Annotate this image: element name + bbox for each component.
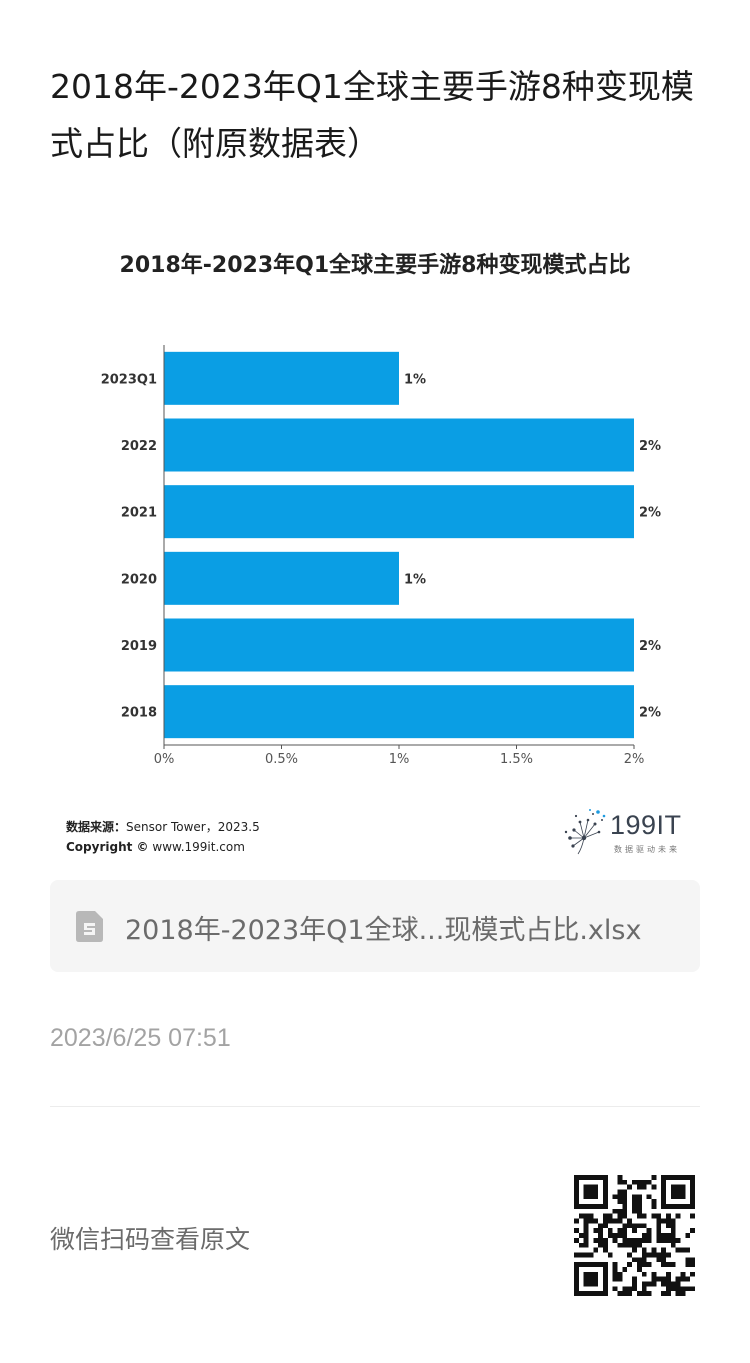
y-tick-label: 2020: [121, 572, 157, 587]
y-tick-label: 2022: [121, 439, 157, 454]
spreadsheet-file-icon: [76, 911, 103, 942]
source-label: 数据来源：: [66, 820, 127, 834]
bar-2021: [164, 485, 634, 539]
y-tick-label: 2021: [121, 506, 157, 521]
x-tick-label: 1%: [389, 752, 410, 767]
data-label: 2%: [639, 506, 661, 521]
data-label: 2%: [639, 639, 661, 654]
chart-title: 2018年-2023年Q1全球主要手游8种变现模式占比: [119, 253, 631, 278]
attachment-file-name[interactable]: 2018年-2023年Q1全球...现模式占比.xlsx: [125, 915, 642, 946]
qr-code-icon[interactable]: [574, 1175, 695, 1296]
bar-2018: [164, 685, 634, 739]
data-label: 1%: [404, 572, 426, 587]
y-tick-label: 2023Q1: [101, 372, 157, 387]
x-tick-label: 0%: [154, 752, 175, 767]
attachment-card[interactable]: 2018年-2023年Q1全球...现模式占比.xlsx: [50, 880, 700, 972]
chart-card: 2018年-2023年Q1全球主要手游8种变现模式占比 2023Q1 1% 2022…: [50, 225, 700, 865]
x-tick-label: 0.5%: [265, 752, 298, 767]
brand-name: 199IT: [610, 810, 682, 840]
data-label: 1%: [404, 372, 426, 387]
y-tick-label: 2019: [121, 639, 157, 654]
brand-tagline: 数据驱动未来: [614, 845, 680, 854]
chart-source: 数据来源：Sensor Tower，2023.5 Copyright © www…: [66, 817, 260, 857]
bar-chart: 2023Q1 1% 2022 2% 2021 2% 2020 1% 2019 2% 2018 2% 0%…: [101, 345, 661, 767]
y-tick-label: 2018: [121, 706, 157, 721]
brand-dandelion-icon: [564, 809, 606, 855]
qr-label: 微信扫码查看原文: [50, 1225, 251, 1254]
x-tick-label: 1.5%: [500, 752, 533, 767]
article-title: 2018年-2023年Q1全球主要手游8种变现模式占比（附原数据表）: [50, 67, 694, 163]
source-value: Sensor Tower，2023.5: [126, 820, 260, 834]
bar-2023Q1: [164, 351, 399, 405]
divider: [50, 1106, 700, 1107]
bar-2019: [164, 618, 634, 672]
brand-logo: 199IT 数据驱动未来: [560, 808, 695, 858]
data-label: 2%: [639, 439, 661, 454]
copyright-value: www.199it.com: [152, 840, 245, 854]
bar-2022: [164, 418, 634, 472]
copyright-label: Copyright ©: [66, 840, 149, 854]
x-tick-label: 2%: [624, 752, 645, 767]
bar-2020: [164, 551, 399, 605]
data-label: 2%: [639, 706, 661, 721]
publish-timestamp: 2023/6/25 07:51: [50, 1024, 231, 1052]
